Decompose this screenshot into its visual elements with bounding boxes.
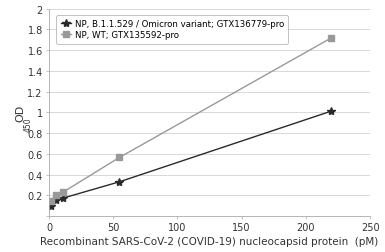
X-axis label: Recombinant SARS-CoV-2 (COVID-19) nucleocapsid protein  (pM): Recombinant SARS-CoV-2 (COVID-19) nucleo… — [40, 237, 379, 246]
Text: OD: OD — [15, 104, 25, 121]
NP, WT; GTX135592-pro — [54, 194, 58, 197]
Text: 450: 450 — [23, 117, 33, 132]
NP, WT; GTX135592-pro — [61, 191, 65, 194]
NP, WT; GTX135592-pro — [49, 199, 53, 202]
NP, B.1.1.529 / Omicron variant; GTX136779-pro — [49, 205, 53, 208]
Line: NP, B.1.1.529 / Omicron variant; GTX136779-pro: NP, B.1.1.529 / Omicron variant; GTX1367… — [47, 108, 335, 210]
NP, B.1.1.529 / Omicron variant; GTX136779-pro — [54, 199, 58, 202]
Legend: NP, B.1.1.529 / Omicron variant; GTX136779-pro, NP, WT; GTX135592-pro: NP, B.1.1.529 / Omicron variant; GTX1367… — [57, 16, 288, 45]
NP, B.1.1.529 / Omicron variant; GTX136779-pro — [117, 181, 122, 184]
NP, WT; GTX135592-pro — [117, 156, 122, 159]
Line: NP, WT; GTX135592-pro: NP, WT; GTX135592-pro — [48, 36, 334, 204]
NP, WT; GTX135592-pro — [328, 38, 333, 41]
NP, B.1.1.529 / Omicron variant; GTX136779-pro — [328, 110, 333, 113]
NP, B.1.1.529 / Omicron variant; GTX136779-pro — [61, 197, 65, 200]
